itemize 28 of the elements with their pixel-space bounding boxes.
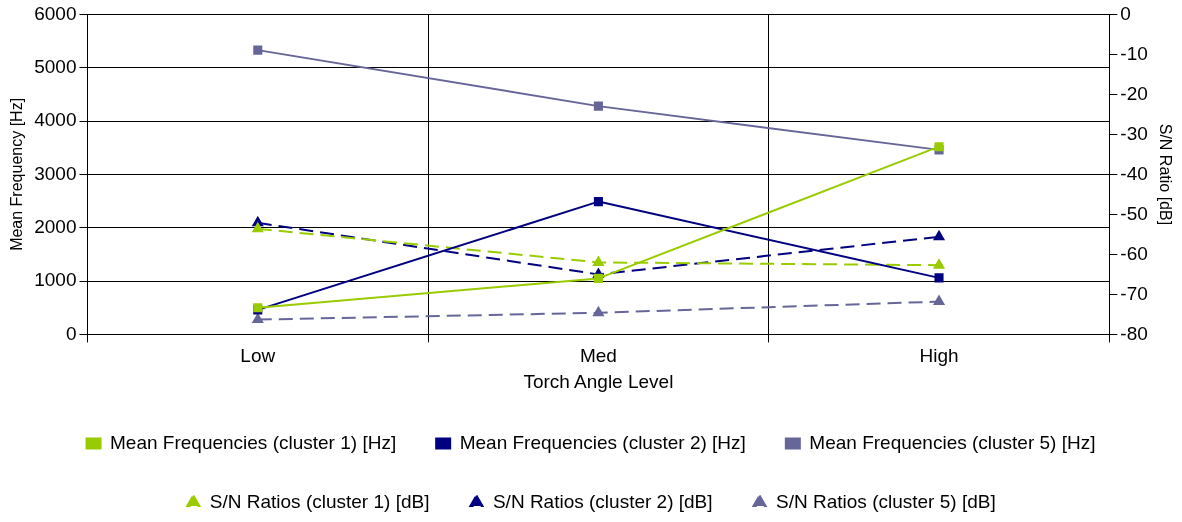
y2-tick-label: -40 [1120, 162, 1148, 184]
x-tick-label: High [919, 345, 959, 367]
legend-label: Mean Frequencies (cluster 1) [Hz] [110, 431, 397, 453]
y-tick-label: 4000 [34, 109, 77, 131]
y2-tick-label: -30 [1120, 122, 1148, 144]
y-tick-label: 1000 [34, 269, 77, 291]
y-axis-title: Mean Frequency [Hz] [8, 97, 26, 251]
y2-tick-label: 0 [1120, 2, 1131, 24]
y-tick-label: 2000 [34, 215, 77, 237]
x-tick-label: Low [240, 345, 276, 367]
y-tick-label: 0 [65, 322, 77, 344]
y2-tick-label: -10 [1120, 42, 1148, 64]
y2-tick-label: -60 [1120, 242, 1148, 264]
y-tick-label: 3000 [34, 162, 77, 184]
x-tick-label: Med [579, 345, 617, 367]
y2-tick-label: -80 [1120, 322, 1148, 344]
legend-label: S/N Ratios (cluster 1) [dB] [209, 490, 430, 512]
legend-label: Mean Frequencies (cluster 2) [Hz] [459, 431, 746, 453]
y2-tick-label: -20 [1120, 82, 1148, 104]
y2-axis-title: S/N Ratio [dB] [1156, 123, 1174, 226]
x-axis-title: Torch Angle Level [523, 370, 674, 392]
y2-tick-label: -50 [1120, 202, 1148, 224]
y-tick-label: 6000 [34, 2, 77, 24]
legend-label: Mean Frequencies (cluster 5) [Hz] [809, 431, 1096, 453]
legend-label: S/N Ratios (cluster 5) [dB] [776, 490, 996, 512]
legend-label: S/N Ratios (cluster 2) [dB] [492, 490, 713, 512]
y-tick-label: 5000 [34, 55, 77, 77]
y2-tick-label: -70 [1120, 282, 1148, 304]
